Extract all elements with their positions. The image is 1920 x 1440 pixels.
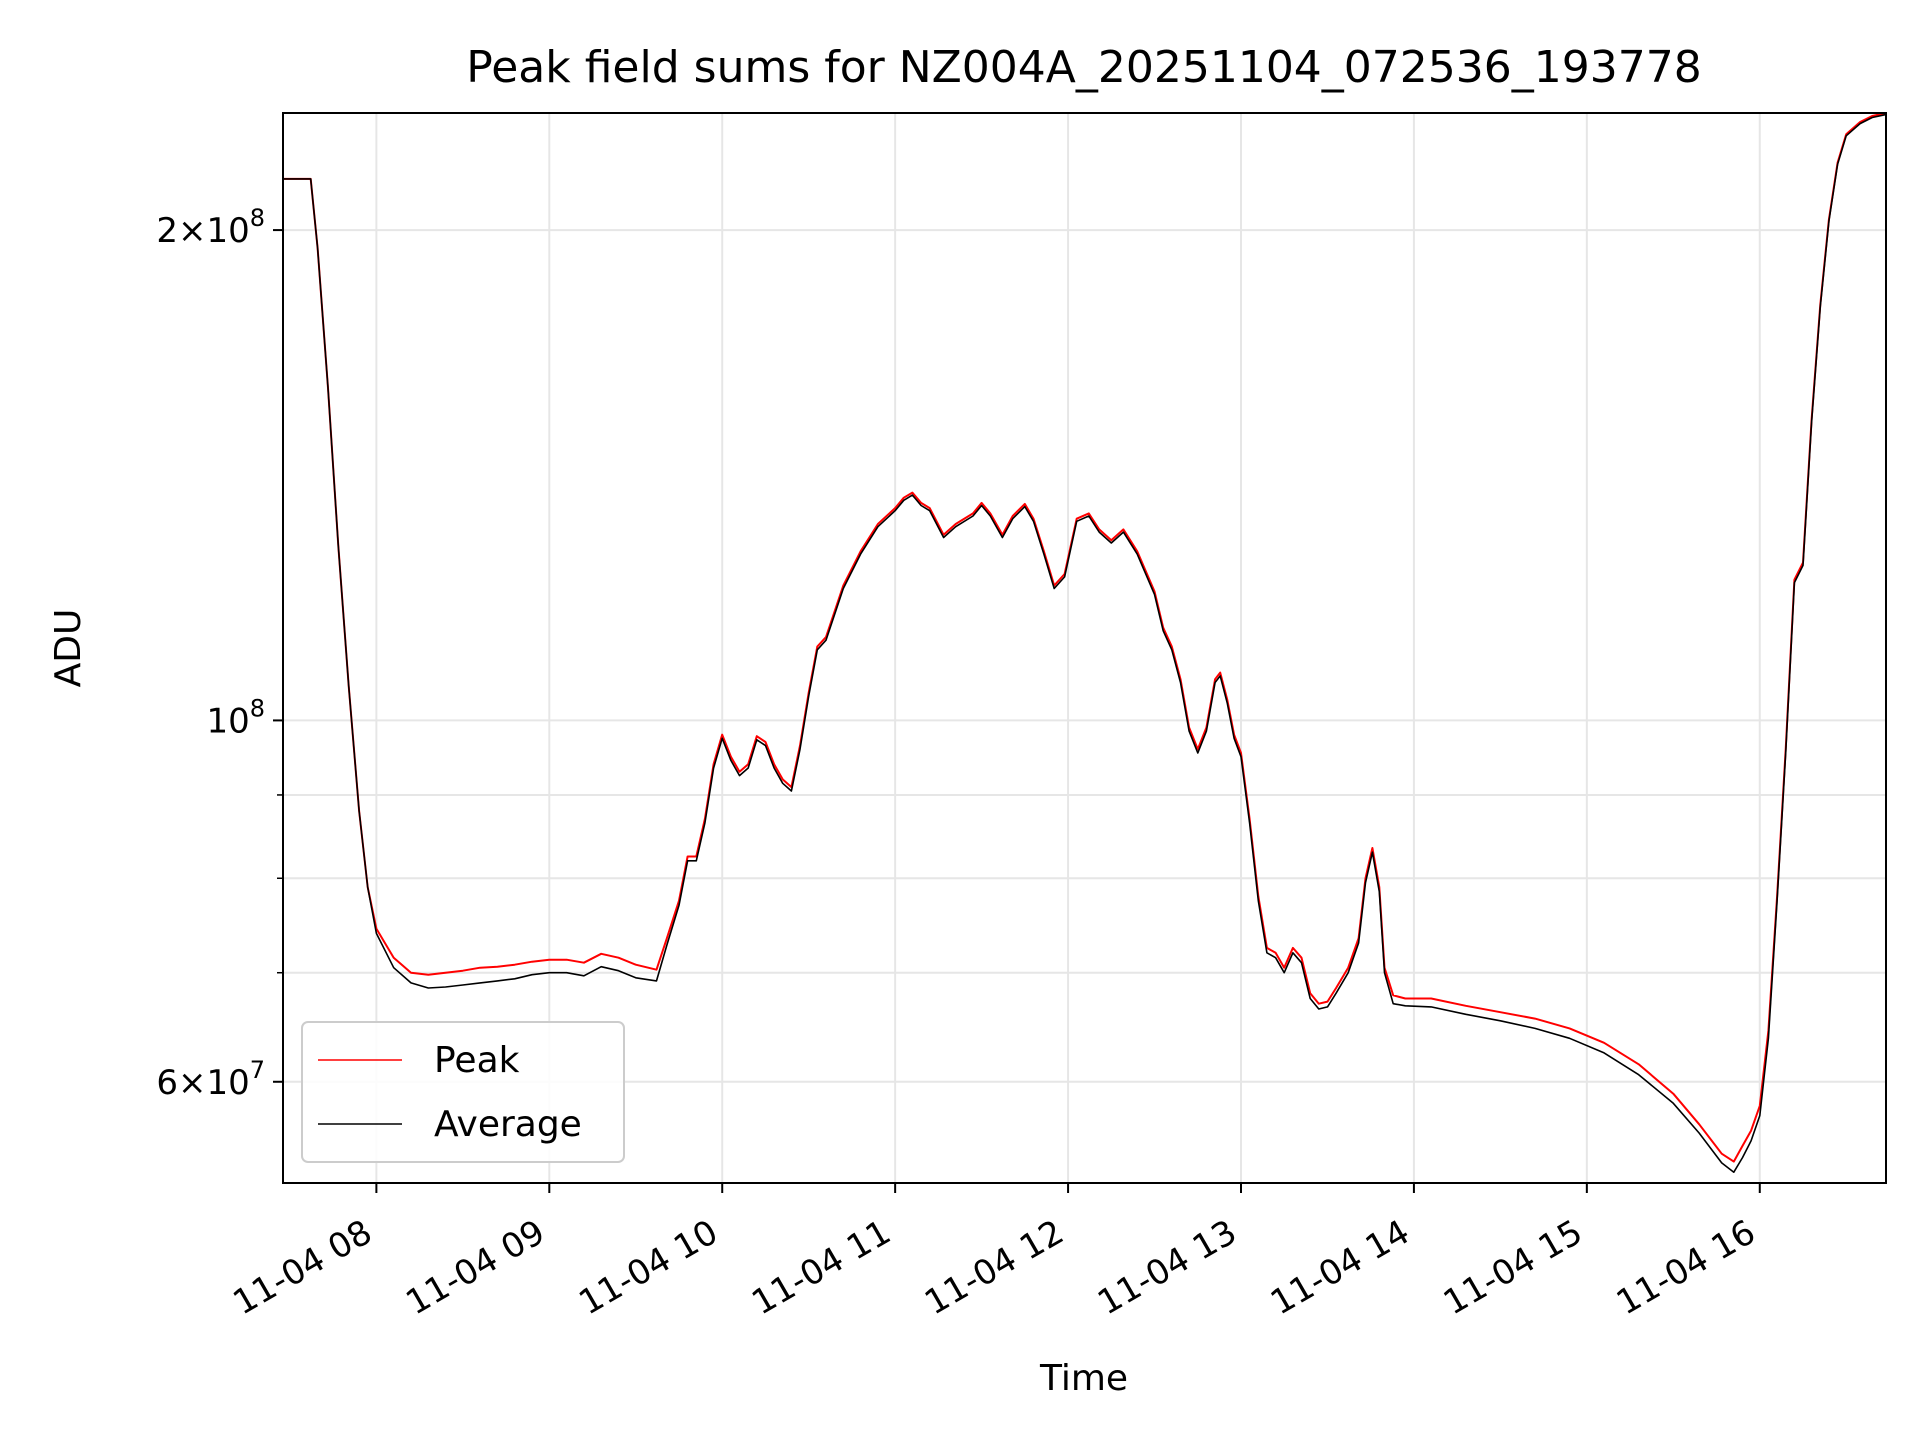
y-tick-label: 2×108 [156, 204, 265, 251]
legend: Peak Average [301, 1021, 625, 1163]
series-group [283, 113, 1886, 1173]
y-tick-exponent: 8 [250, 204, 265, 232]
y-tick-exponent: 7 [250, 1056, 265, 1084]
y-tick-times-ten: ×10 [178, 1063, 250, 1103]
y-tick-label: 108 [206, 694, 265, 741]
legend-box [301, 1021, 625, 1163]
y-axis-label: ADU [48, 609, 89, 688]
plot-frame [282, 112, 1887, 1184]
y-tick-mantissa: 2 [156, 211, 178, 251]
x-axis-label: Time [1039, 1358, 1128, 1399]
y-tick-mantissa: 6 [156, 1063, 178, 1103]
legend-label-peak: Peak [434, 1040, 520, 1081]
y-tick-label: 6×107 [156, 1056, 265, 1103]
legend-label-average: Average [434, 1104, 582, 1145]
chart-title: Peak field sums for NZ004A_20251104_0725… [466, 42, 1701, 93]
grid [283, 113, 1886, 1183]
y-tick-exponent: 8 [250, 694, 265, 722]
y-tick-ten: 10 [206, 701, 249, 741]
series-line-average [283, 113, 1886, 1173]
y-tick-times-ten: ×10 [178, 211, 250, 251]
